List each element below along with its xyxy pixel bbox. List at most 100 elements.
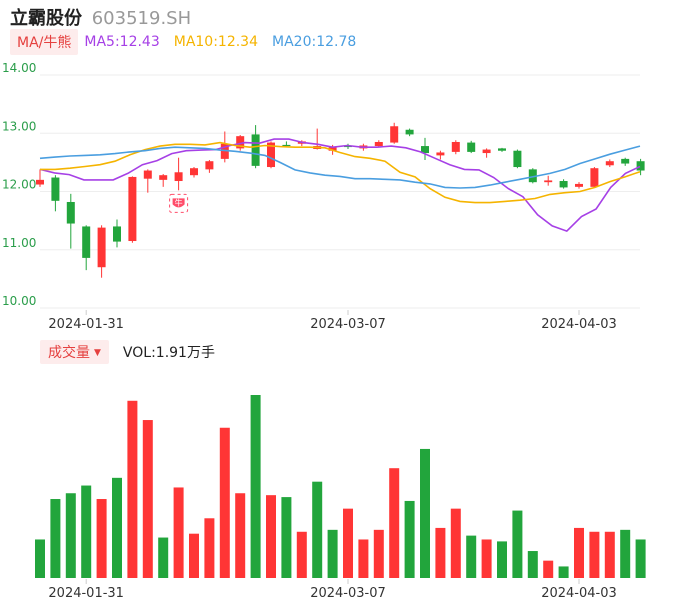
volume-bar[interactable] (50, 499, 61, 578)
volume-tag-label: 成交量 (48, 345, 90, 361)
volume-bar[interactable] (189, 533, 199, 578)
volume-bar[interactable] (158, 537, 169, 578)
volume-x-tick-label: 2024-04-03 (541, 586, 617, 601)
volume-bar[interactable] (543, 560, 554, 578)
volume-bar[interactable] (389, 468, 400, 578)
candle-body[interactable] (559, 181, 568, 188)
volume-bar[interactable] (142, 420, 153, 578)
candle-body[interactable] (82, 226, 91, 258)
candle-body[interactable] (113, 226, 121, 242)
volume-bar[interactable] (404, 500, 415, 578)
volume-bar[interactable] (481, 539, 492, 578)
volume-bar[interactable] (373, 529, 384, 578)
price-x-tick-label: 2024-03-07 (310, 317, 386, 332)
candle-body[interactable] (66, 201, 75, 224)
volume-bar[interactable] (589, 531, 600, 578)
candle-body[interactable] (328, 147, 337, 151)
price-x-tick-label: 2024-04-03 (541, 317, 617, 332)
candle-body[interactable] (236, 136, 245, 149)
candle-body[interactable] (344, 146, 352, 148)
volume-legend: 成交量 ▼ VOL:1.91万手 (40, 340, 215, 364)
volume-bar[interactable] (604, 531, 615, 578)
price-x-tick-label: 2024-01-31 (48, 317, 124, 332)
candle-body[interactable] (267, 142, 275, 168)
volume-bar[interactable] (35, 539, 45, 578)
volume-x-tick-label: 2024-01-31 (48, 586, 124, 601)
ma-legend: MA/牛熊 MA5:12.43 MA10:12.34 MA20:12.78 (10, 29, 357, 55)
volume-bar[interactable] (343, 508, 353, 578)
volume-value: VOL:1.91万手 (122, 345, 215, 361)
candle-body[interactable] (421, 146, 429, 154)
volume-bar[interactable] (219, 427, 230, 578)
ma10-value: MA10:12.34 (173, 34, 259, 50)
candle-body[interactable] (159, 175, 168, 180)
volume-bar[interactable] (358, 539, 369, 578)
volume-bar[interactable] (527, 551, 538, 578)
volume-bar[interactable] (466, 535, 477, 578)
candle-body[interactable] (190, 168, 198, 176)
volume-bar[interactable] (235, 493, 246, 578)
volume-bar[interactable] (512, 510, 523, 578)
candle-body[interactable] (374, 141, 383, 147)
candle-body[interactable] (621, 158, 630, 164)
candle-body[interactable] (528, 169, 537, 183)
candle-body[interactable] (36, 179, 44, 185)
volume-bar[interactable] (497, 541, 507, 578)
volume-bar[interactable] (574, 527, 584, 578)
volume-bar[interactable] (327, 529, 338, 578)
volume-bar[interactable] (112, 477, 122, 578)
volume-bar[interactable] (250, 395, 261, 578)
candle-body[interactable] (405, 129, 414, 135)
candle-body[interactable] (636, 161, 645, 171)
candle-body[interactable] (498, 148, 506, 151)
stock-title: 立霸股份 603519.SH (10, 4, 191, 30)
volume-bar[interactable] (65, 493, 76, 578)
volume-x-tick-label: 2024-03-07 (310, 586, 386, 601)
volume-bar[interactable] (81, 485, 92, 578)
volume-bar[interactable] (635, 539, 646, 578)
marker-label: 牛 (175, 197, 183, 207)
volume-bar[interactable] (296, 531, 307, 578)
price-axis-tick-label: 14.00 (2, 61, 36, 75)
volume-bar[interactable] (450, 508, 461, 578)
volume-bar[interactable] (173, 487, 184, 578)
candle-body[interactable] (451, 141, 460, 152)
candle-body[interactable] (436, 152, 445, 156)
candle-body[interactable] (513, 150, 522, 168)
volume-bar[interactable] (96, 499, 107, 578)
ma20-line (39, 145, 641, 189)
candle-body[interactable] (205, 161, 214, 170)
volume-bar[interactable] (312, 481, 323, 578)
price-axis-tick-label: 12.00 (2, 178, 36, 192)
volume-bar[interactable] (266, 495, 276, 578)
candle-body[interactable] (482, 149, 491, 154)
candle-body[interactable] (128, 176, 137, 242)
ma5-value: MA5:12.43 (84, 34, 160, 50)
volume-bar[interactable] (281, 497, 292, 578)
volume-bar[interactable] (435, 527, 446, 578)
volume-bar[interactable] (620, 529, 631, 578)
candle-body[interactable] (390, 126, 399, 143)
ma20-value: MA20:12.78 (272, 34, 357, 50)
candle-body[interactable] (97, 227, 106, 268)
price-axis-tick-label: 13.00 (2, 119, 36, 133)
stock-code: 603519.SH (91, 8, 192, 29)
candle-body[interactable] (575, 183, 583, 187)
bull-badge-icon[interactable] (172, 198, 185, 208)
volume-bar[interactable] (420, 448, 430, 578)
candle-body[interactable] (467, 142, 476, 152)
candle-body[interactable] (251, 134, 260, 166)
candle-body[interactable] (220, 143, 229, 159)
volume-indicator-dropdown[interactable]: 成交量 ▼ (40, 340, 109, 364)
candle-body[interactable] (544, 180, 553, 183)
candle-body[interactable] (282, 144, 291, 147)
candle-body[interactable] (143, 170, 152, 179)
candle-body[interactable] (174, 172, 183, 182)
volume-bar[interactable] (558, 566, 569, 578)
ma-bull-bear-tag[interactable]: MA/牛熊 (10, 29, 79, 55)
candle-body[interactable] (590, 168, 599, 187)
volume-bar[interactable] (127, 400, 138, 578)
candle-body[interactable] (605, 161, 614, 166)
volume-bar[interactable] (204, 518, 215, 578)
candle-body[interactable] (51, 177, 60, 201)
